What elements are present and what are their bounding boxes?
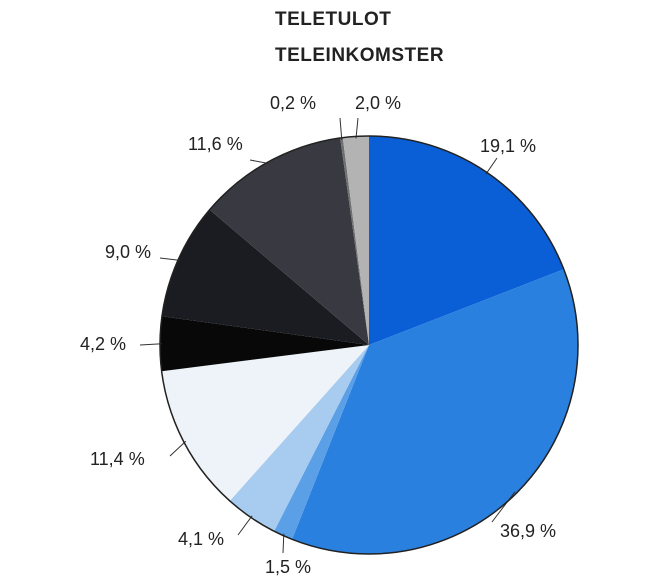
leader-line xyxy=(339,117,343,140)
leader-line xyxy=(355,117,359,139)
slice-label: 19,1 % xyxy=(480,136,536,156)
leader-line xyxy=(159,257,181,261)
pie-slice xyxy=(161,345,369,501)
slice-label: 2,0 % xyxy=(355,93,401,113)
pie-slice xyxy=(159,316,369,372)
pie-slice xyxy=(342,136,369,345)
pie-outline xyxy=(159,135,579,555)
slice-label: 36,9 % xyxy=(500,521,556,541)
leader-line xyxy=(139,343,163,346)
leader-line xyxy=(169,440,187,457)
leader-line xyxy=(491,491,516,523)
slice-label: 1,5 % xyxy=(265,557,311,577)
slice-label: 11,6 % xyxy=(188,134,243,154)
slice-label: 9,0 % xyxy=(105,242,151,262)
pie-slice xyxy=(161,209,369,345)
pie-slice xyxy=(229,345,369,532)
chart-title: TELETULOT xyxy=(275,9,391,30)
leader-line xyxy=(282,533,285,554)
slice-label: 4,1 % xyxy=(178,529,224,549)
pie-slice xyxy=(274,345,369,540)
pie-slice xyxy=(292,269,578,554)
slice-label: 4,2 % xyxy=(80,334,126,354)
pie-slice xyxy=(340,137,369,345)
pie-slice xyxy=(209,137,369,345)
leader-line xyxy=(237,515,253,536)
slice-label: 0,2 % xyxy=(270,93,316,113)
chart-subtitle: TELEINKOMSTER xyxy=(275,45,444,66)
pie-slice xyxy=(369,136,564,345)
slice-label: 11,4 % xyxy=(90,449,145,469)
leader-line xyxy=(485,157,498,175)
